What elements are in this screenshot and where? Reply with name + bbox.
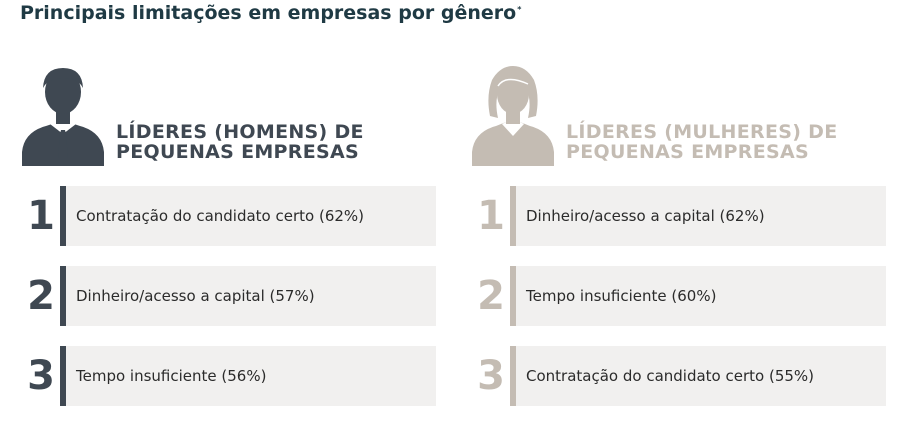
rank-label: Dinheiro/acesso a capital (57%) [76, 287, 315, 305]
heading-line-2: PEQUENAS EMPRESAS [116, 141, 359, 163]
rank-label: Dinheiro/acesso a capital (62%) [526, 207, 765, 225]
heading-line-2: PEQUENAS EMPRESAS [566, 141, 809, 163]
rank-box: Contratação do candidato certo (55%) [516, 346, 886, 406]
rank-number: 2 [477, 273, 505, 319]
group-men: LÍDERES (HOMENS) DE PEQUENAS EMPRESAS 1 … [20, 62, 450, 412]
chart-title-text: Principais limitações em empresas por gê… [20, 2, 517, 24]
heading-line-1: LÍDERES (HOMENS) DE [116, 121, 364, 143]
chart-title: Principais limitações em empresas por gê… [20, 2, 521, 24]
rank-bar [60, 186, 66, 246]
rank-bar [510, 346, 516, 406]
rank-row: 2 Tempo insuficiente (60%) [470, 266, 900, 326]
rank-row: 1 Dinheiro/acesso a capital (62%) [470, 186, 900, 246]
rank-box: Tempo insuficiente (56%) [66, 346, 436, 406]
rank-bar [60, 266, 66, 326]
group-women: LÍDERES (MULHERES) DE PEQUENAS EMPRESAS … [470, 62, 900, 412]
group-heading-women: LÍDERES (MULHERES) DE PEQUENAS EMPRESAS [566, 122, 837, 162]
rank-label: Tempo insuficiente (60%) [526, 287, 717, 305]
rank-number: 3 [27, 353, 55, 399]
rank-bar [510, 266, 516, 326]
rank-number: 1 [27, 193, 55, 239]
title-footnote-mark: * [517, 4, 522, 14]
rank-bar [510, 186, 516, 246]
rank-row: 3 Contratação do candidato certo (55%) [470, 346, 900, 406]
rank-box: Contratação do candidato certo (62%) [66, 186, 436, 246]
woman-icon [472, 66, 554, 166]
rank-row: 3 Tempo insuficiente (56%) [20, 346, 450, 406]
rank-number: 2 [27, 273, 55, 319]
rank-number: 1 [477, 193, 505, 239]
rank-row: 2 Dinheiro/acesso a capital (57%) [20, 266, 450, 326]
group-heading-men: LÍDERES (HOMENS) DE PEQUENAS EMPRESAS [116, 122, 364, 162]
heading-line-1: LÍDERES (MULHERES) DE [566, 121, 838, 143]
rank-box: Tempo insuficiente (60%) [516, 266, 886, 326]
rank-bar [60, 346, 66, 406]
rank-label: Contratação do candidato certo (55%) [526, 367, 815, 385]
rank-number: 3 [477, 353, 505, 399]
rank-box: Dinheiro/acesso a capital (62%) [516, 186, 886, 246]
rank-label: Tempo insuficiente (56%) [76, 367, 267, 385]
rank-box: Dinheiro/acesso a capital (57%) [66, 266, 436, 326]
rank-label: Contratação do candidato certo (62%) [76, 207, 365, 225]
man-icon [22, 68, 104, 166]
rank-row: 1 Contratação do candidato certo (62%) [20, 186, 450, 246]
